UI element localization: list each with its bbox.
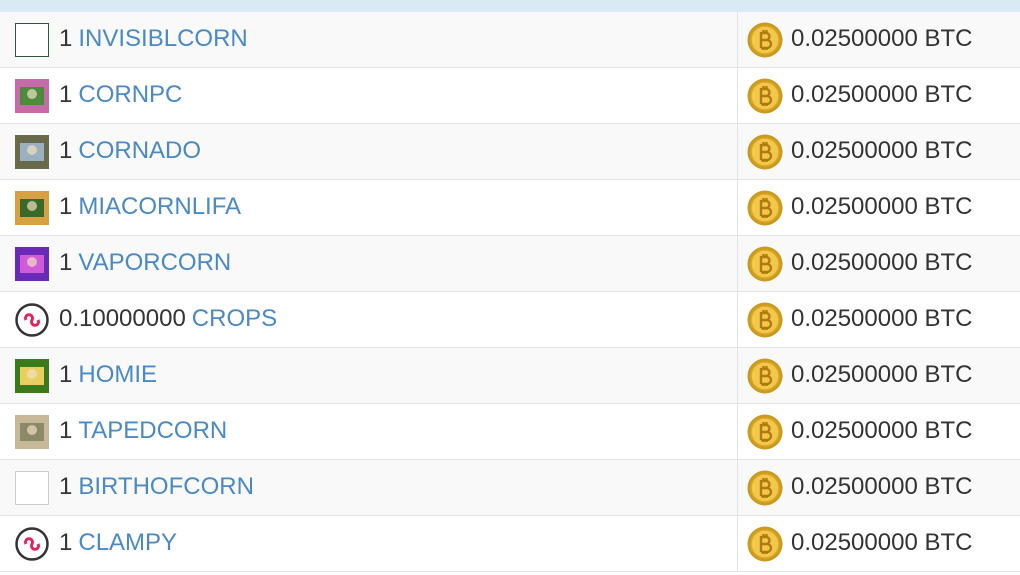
column-divider <box>737 12 738 68</box>
quantity: 1 CLAMPY <box>59 529 177 557</box>
quantity: 1 TAPEDCORN <box>59 417 227 445</box>
table-row: 1 MIACORNLIFA 0.02500000 BTC <box>0 180 1020 236</box>
table-row: 1 HOMIE 0.02500000 BTC <box>0 348 1020 404</box>
quantity: 1 CORNPC <box>59 81 182 109</box>
asset-link[interactable]: HOMIE <box>78 361 158 388</box>
quantity: 1 CORNADO <box>59 137 201 165</box>
price: 0.02500000 BTC <box>791 529 973 556</box>
price: 0.02500000 BTC <box>791 361 973 388</box>
quantity-value: 1 <box>59 417 73 444</box>
table-row: 1 CLAMPY 0.02500000 BTC <box>0 516 1020 572</box>
price: 0.02500000 BTC <box>791 25 973 52</box>
bitcoin-icon <box>747 302 783 338</box>
column-divider <box>737 236 738 292</box>
bitcoin-icon <box>747 78 783 114</box>
asset-link[interactable]: TAPEDCORN <box>78 417 228 444</box>
bitcoin-icon <box>747 470 783 506</box>
column-divider <box>737 348 738 404</box>
column-divider <box>737 292 738 348</box>
quantity: 1 VAPORCORN <box>59 249 231 277</box>
bitcoin-icon <box>747 358 783 394</box>
asset-icon <box>15 415 49 449</box>
asset-link[interactable]: BIRTHOFCORN <box>78 473 254 500</box>
quantity: 1 INVISIBLCORN <box>59 25 248 53</box>
column-divider <box>737 404 738 460</box>
quantity-value: 1 <box>59 529 73 556</box>
quantity-value: 1 <box>59 81 73 108</box>
asset-icon <box>15 23 49 57</box>
asset-icon <box>15 135 49 169</box>
asset-link[interactable]: VAPORCORN <box>78 249 232 276</box>
column-divider <box>737 180 738 236</box>
asset-link[interactable]: INVISIBLCORN <box>78 25 248 52</box>
table-row: 0.10000000 CROPS 0.02500000 BTC <box>0 292 1020 348</box>
price: 0.02500000 BTC <box>791 417 973 444</box>
asset-link[interactable]: CORNADO <box>78 137 202 164</box>
price: 0.02500000 BTC <box>791 81 973 108</box>
bitcoin-icon <box>747 22 783 58</box>
table-row: 1 BIRTHOFCORN 0.02500000 BTC <box>0 460 1020 516</box>
bitcoin-icon <box>747 414 783 450</box>
quantity: 1 MIACORNLIFA <box>59 193 241 221</box>
price: 0.02500000 BTC <box>791 473 973 500</box>
asset-icon <box>15 303 49 337</box>
price: 0.02500000 BTC <box>791 249 973 276</box>
asset-link[interactable]: MIACORNLIFA <box>78 193 242 220</box>
asset-link[interactable]: CORNPC <box>78 81 183 108</box>
table-row: 1 CORNPC 0.02500000 BTC <box>0 68 1020 124</box>
price: 0.02500000 BTC <box>791 137 973 164</box>
asset-link[interactable]: CROPS <box>191 305 278 332</box>
asset-icon <box>15 527 49 561</box>
bitcoin-icon <box>747 526 783 562</box>
bitcoin-icon <box>747 246 783 282</box>
bitcoin-icon <box>747 134 783 170</box>
asset-icon <box>15 359 49 393</box>
quantity-value: 1 <box>59 361 73 388</box>
column-divider <box>737 460 738 516</box>
column-divider <box>737 68 738 124</box>
header-band <box>0 0 1020 12</box>
table-row: 1 VAPORCORN 0.02500000 BTC <box>0 236 1020 292</box>
asset-icon <box>15 247 49 281</box>
asset-icon <box>15 79 49 113</box>
bitcoin-icon <box>747 190 783 226</box>
quantity-value: 1 <box>59 137 73 164</box>
quantity: 1 HOMIE <box>59 361 157 389</box>
table-row: 1 CORNADO 0.02500000 BTC <box>0 124 1020 180</box>
quantity-value: 1 <box>59 473 73 500</box>
asset-link[interactable]: CLAMPY <box>78 529 178 556</box>
quantity-value: 1 <box>59 249 73 276</box>
price: 0.02500000 BTC <box>791 305 973 332</box>
quantity-value: 1 <box>59 25 73 52</box>
quantity-value: 1 <box>59 193 73 220</box>
quantity: 1 BIRTHOFCORN <box>59 473 254 501</box>
table-row: 1 INVISIBLCORN 0.02500000 BTC <box>0 12 1020 68</box>
quantity: 0.10000000 CROPS <box>59 305 277 333</box>
table-row: 1 TAPEDCORN 0.02500000 BTC <box>0 404 1020 460</box>
asset-icon <box>15 471 49 505</box>
price: 0.02500000 BTC <box>791 193 973 220</box>
asset-icon <box>15 191 49 225</box>
column-divider <box>737 124 738 180</box>
quantity-value: 0.10000000 <box>59 305 186 332</box>
column-divider <box>737 516 738 572</box>
